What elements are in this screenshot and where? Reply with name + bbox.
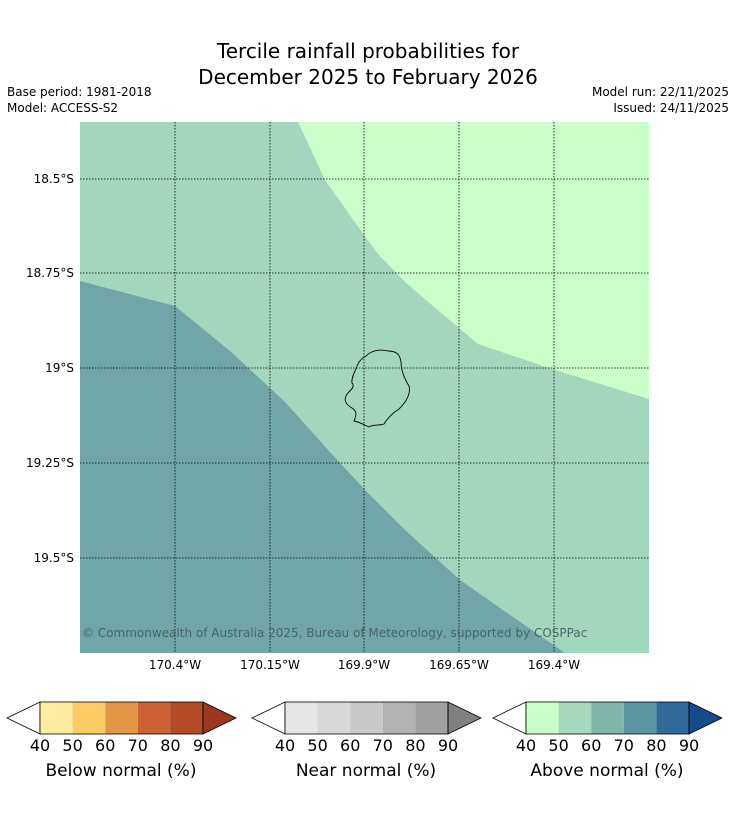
- colorbar-segment: [382, 702, 416, 734]
- colorbar-label-below: Below normal (%): [45, 761, 197, 781]
- colorbar-extend-low: [6, 701, 41, 735]
- colorbar-tick-label: 60: [340, 736, 360, 755]
- colorbar-tick-label: 60: [95, 736, 115, 755]
- lon-label: 169.4°W: [528, 658, 580, 672]
- colorbar-tick-label: 50: [307, 736, 327, 755]
- colorbar-tick-label: 90: [438, 736, 458, 755]
- zone-above-60-70: [80, 281, 565, 653]
- colorbar-segment: [558, 702, 592, 734]
- colorbar-tick-label: 80: [646, 736, 666, 755]
- issued-date: Issued: 24/11/2025: [613, 101, 729, 115]
- lon-label: 169.9°W: [338, 658, 390, 672]
- zone-above-40-50: [298, 122, 649, 399]
- copyright-notice: © Commonwealth of Australia 2025, Bureau…: [82, 626, 587, 640]
- colorbar-border: [525, 701, 690, 735]
- lat-label: 18.5°S: [34, 172, 74, 186]
- colorbar-label-above: Above normal (%): [530, 761, 684, 781]
- colorbar-tick-label: 70: [614, 736, 634, 755]
- colorbar-extend-low: [251, 701, 286, 735]
- colorbar-extend-high: [202, 701, 237, 735]
- title-line-1: Tercile rainfall probabilities for: [216, 39, 520, 63]
- colorbar-tick-label: 70: [128, 736, 148, 755]
- colorbar-tick-label: 50: [548, 736, 568, 755]
- colorbar-segment: [105, 702, 138, 734]
- colorbar-near-normal: 40 50 60 70 80 90: [251, 701, 482, 755]
- colorbar-tick-label: 50: [62, 736, 82, 755]
- colorbar-tick-label: 80: [405, 736, 425, 755]
- base-period: Base period: 1981-2018: [7, 85, 152, 99]
- colorbar-tick-label: 40: [275, 736, 295, 755]
- graticule: [80, 122, 649, 653]
- map-area: © Commonwealth of Australia 2025, Bureau…: [80, 122, 649, 653]
- colorbar-segment: [170, 702, 203, 734]
- lat-label: 18.75°S: [26, 266, 74, 280]
- colorbar-border: [39, 701, 204, 735]
- colorbar-tick-label: 40: [516, 736, 536, 755]
- colorbar-segment: [72, 702, 106, 734]
- colorbar-segment: [285, 702, 318, 734]
- colorbar-below-normal: 40 50 60 70 80 90: [6, 701, 237, 755]
- title-line-2: December 2025 to February 2026: [198, 65, 538, 89]
- colorbar-segment: [350, 702, 383, 734]
- chart-title: Tercile rainfall probabilities for Decem…: [0, 38, 736, 90]
- colorbar-segment: [623, 702, 657, 734]
- colorbar-extend-high: [447, 701, 482, 735]
- colorbar-tick-label: 80: [160, 736, 180, 755]
- lon-label: 169.65°W: [429, 658, 489, 672]
- lat-label: 19°S: [45, 361, 74, 375]
- meta-left: Base period: 1981-2018 Model: ACCESS-S2: [7, 84, 152, 116]
- colorbar-tick-label: 90: [193, 736, 213, 755]
- colorbar-tick-label: 90: [679, 736, 699, 755]
- lat-label: 19.25°S: [26, 456, 74, 470]
- colorbar-tick-label: 40: [30, 736, 50, 755]
- colorbar-segment: [591, 702, 624, 734]
- lat-label: 19.5°S: [34, 551, 74, 565]
- colorbar-segment: [656, 702, 689, 734]
- colorbar-label-near: Near normal (%): [295, 761, 437, 781]
- colorbar-segment: [40, 702, 73, 734]
- meta-right: Model run: 22/11/2025 Issued: 24/11/2025: [592, 84, 729, 116]
- colorbar-extend-low: [492, 701, 527, 735]
- lon-label: 170.15°W: [240, 658, 300, 672]
- model-name: Model: ACCESS-S2: [7, 101, 119, 115]
- colorbar-border: [284, 701, 449, 735]
- colorbar-segment: [526, 702, 559, 734]
- colorbar-segment: [415, 702, 448, 734]
- colorbar-tick-label: 70: [373, 736, 393, 755]
- lat-axis: 18.5°S 18.75°S 19°S 19.25°S 19.5°S: [26, 172, 74, 565]
- island-outline: [344, 349, 410, 428]
- colorbar-segment: [317, 702, 351, 734]
- colorbar-segment: [137, 702, 171, 734]
- lon-axis: 170.4°W 170.15°W 169.9°W 169.65°W 169.4°…: [149, 658, 580, 672]
- colorbar-extend-high: [688, 701, 723, 735]
- colorbar-above-normal: 40 50 60 70 80 90: [492, 701, 723, 755]
- colorbar-tick-label: 60: [581, 736, 601, 755]
- lon-label: 170.4°W: [149, 658, 201, 672]
- model-run: Model run: 22/11/2025: [591, 85, 729, 99]
